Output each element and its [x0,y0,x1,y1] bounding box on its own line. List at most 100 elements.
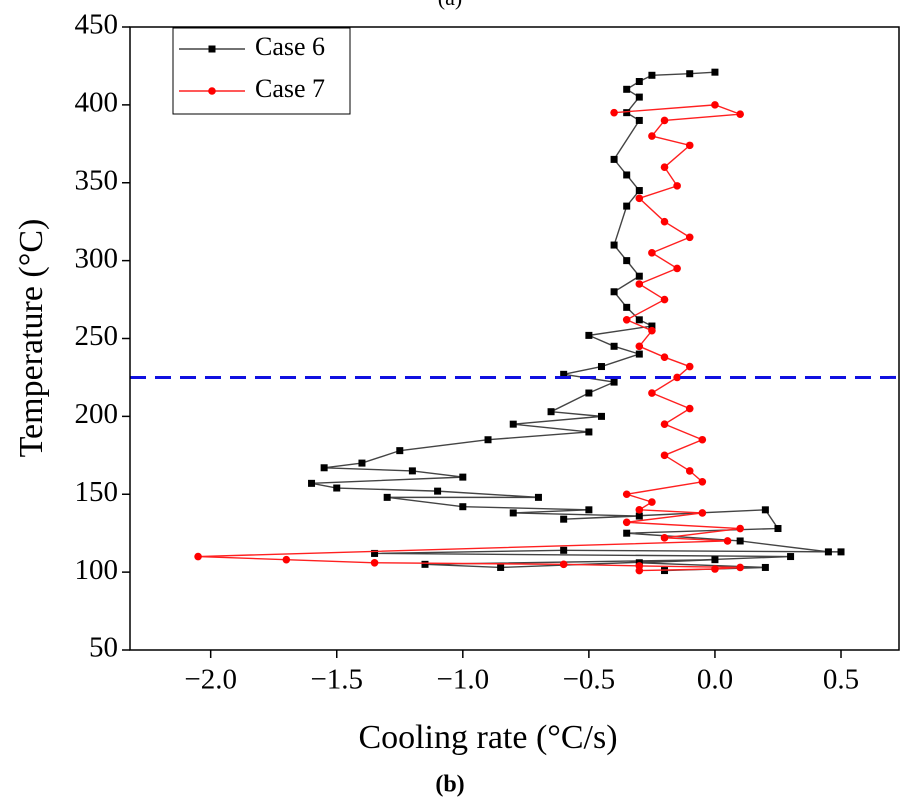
marker [673,264,681,273]
marker [635,187,643,195]
x-tick-label: −2.0 [184,664,237,696]
x-tick-label: −1.0 [437,664,490,696]
marker [597,412,605,420]
marker [685,141,694,150]
legend-label: Case 7 [255,74,325,103]
marker [320,464,328,472]
marker [434,487,442,495]
marker [547,408,555,416]
marker [685,467,694,475]
marker [509,509,517,517]
marker [623,85,631,93]
marker [585,389,593,397]
marker [635,512,643,520]
marker [597,363,605,371]
marker [824,548,832,556]
marker [282,555,291,564]
marker [660,163,669,171]
marker [559,560,568,569]
marker [787,553,795,561]
marker [194,552,202,561]
legend-label: Case 6 [255,32,325,61]
marker [648,322,656,330]
marker [736,110,744,119]
marker [736,537,744,545]
marker [358,459,366,467]
marker [761,563,769,571]
marker [333,484,341,492]
marker [560,515,568,523]
marker [736,524,744,533]
marker [610,378,618,386]
y-tick-label: 250 [75,320,119,352]
marker [685,233,694,242]
marker [585,428,593,436]
marker [635,280,644,288]
y-tick-label: 350 [75,164,119,196]
marker [648,326,656,335]
marker [660,534,669,542]
marker [660,451,669,460]
x-tick-label: 0.5 [823,664,859,696]
caption: (b) [435,772,464,798]
marker [610,108,618,117]
legend-marker [208,87,216,95]
marker [408,467,416,475]
marker [648,249,656,257]
marker [383,493,391,501]
y-tick-label: 100 [75,554,119,586]
marker [648,132,656,140]
marker [610,155,618,163]
y-tick-label: 200 [75,398,119,430]
marker [673,373,681,382]
marker [837,548,845,556]
marker [648,389,656,397]
x-axis-label: Cooling rate (°C/s) [358,719,617,756]
marker [534,493,542,501]
legend-box [172,27,351,115]
marker [698,477,707,486]
y-tick-label: 300 [75,242,119,274]
top-caption: (a) [438,0,462,10]
marker [698,435,707,444]
marker [560,370,568,378]
legend-marker [208,45,216,53]
marker [623,257,631,265]
marker [623,171,631,179]
marker [509,420,517,428]
marker [648,71,656,79]
marker [585,331,593,339]
marker [635,566,644,575]
marker [711,101,719,109]
marker [660,353,669,361]
y-tick-label: 50 [89,632,118,664]
marker [635,272,643,280]
marker [421,560,429,568]
marker [635,350,643,358]
marker [623,202,631,210]
plot-frame [129,26,900,651]
marker [736,563,744,572]
marker [635,78,643,86]
marker [685,362,694,371]
marker [459,503,467,511]
marker [622,316,631,324]
x-tick-label: −0.5 [563,664,616,696]
marker [660,116,669,125]
marker [623,303,631,311]
marker [635,506,644,514]
marker [497,563,505,571]
marker [610,342,618,350]
marker [622,518,631,527]
marker [660,217,669,226]
marker [723,537,732,545]
marker [623,109,631,117]
marker [635,316,643,324]
marker [635,342,644,351]
x-tick-label: 0.0 [697,664,733,696]
marker [308,479,316,487]
marker [635,93,643,101]
marker [635,116,643,124]
marker [484,436,492,444]
